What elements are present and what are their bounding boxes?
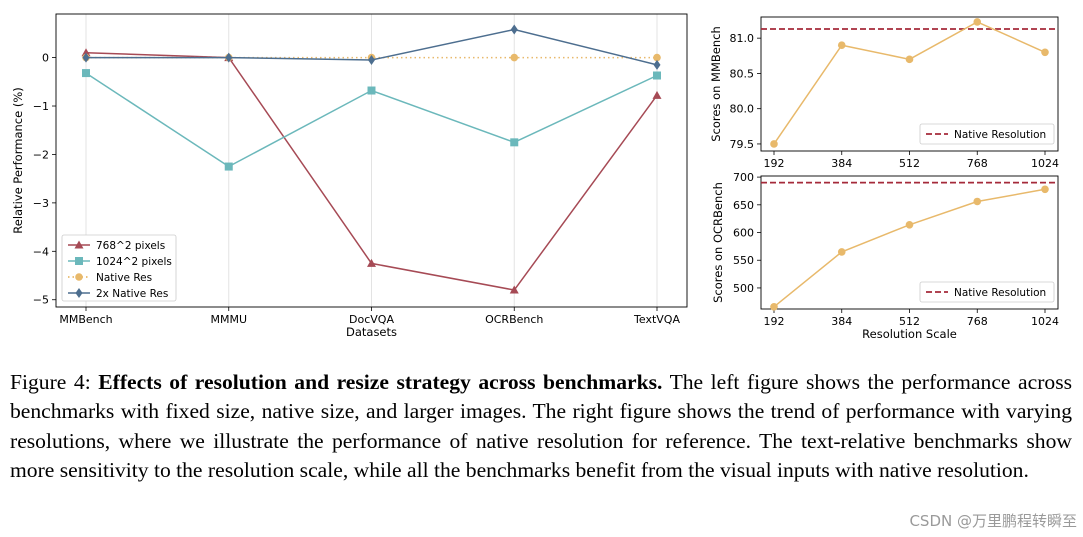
left-chart: MMBench MMMU DocVQA OCRBench TextVQA 0 −1 −2 −3 −…: [11, 13, 688, 339]
x-tick-label: 1024: [1031, 157, 1059, 170]
x-tick-label: 192: [764, 315, 785, 328]
data-point: [367, 258, 376, 267]
data-point: [510, 53, 519, 62]
x-tick-label: 512: [899, 315, 920, 328]
y-tick-label: 79.5: [730, 138, 755, 151]
legend-label: Native Resolution: [954, 129, 1046, 141]
y-tick-label: 81.0: [730, 32, 755, 45]
legend-box: [919, 123, 1055, 145]
y-axis-label: Relative Performance (%): [11, 87, 25, 233]
data-point: [367, 86, 376, 95]
data-point: [82, 69, 90, 78]
data-point: [81, 48, 91, 57]
legend-marker: [75, 288, 83, 298]
x-tick-label: MMMU: [210, 313, 247, 326]
x-axis-label: Datasets: [346, 325, 397, 339]
y-tick-label: 650: [733, 199, 754, 212]
x-tick-label: 768: [967, 315, 988, 328]
legend-entry: Native Resolution: [926, 129, 1046, 141]
data-point: [973, 197, 982, 206]
y-tick-label: 80.5: [730, 67, 755, 80]
x-tick-label: 192: [764, 157, 785, 170]
legend-marker: [74, 240, 84, 249]
x-tick-label: 384: [831, 157, 852, 170]
legend-label: 1024^2 pixels: [96, 256, 172, 268]
legend-label: 2x Native Res: [96, 288, 168, 300]
x-axis-label: Resolution Scale: [862, 327, 957, 341]
data-point: [82, 52, 90, 63]
legend-entry: Native Resolution: [926, 287, 1046, 299]
caption-label: Figure 4:: [10, 370, 91, 394]
x-tick-label: 512: [899, 157, 920, 170]
right-top-chart: 192 384 512 768 1024 79.5 80.0 80.5 81.0 Scores o…: [709, 16, 1059, 170]
legend-marker: [75, 273, 83, 281]
data-point: [653, 53, 661, 62]
y-tick-label: 600: [733, 227, 754, 240]
legend-marker: [75, 257, 83, 265]
x-tick-label: 1024: [1031, 315, 1059, 328]
data-point: [837, 41, 846, 50]
legend-box: [61, 234, 177, 302]
data-point: [225, 52, 233, 63]
data-point: [368, 55, 375, 66]
x-tick-label: TextVQA: [633, 313, 680, 326]
caption-body: The left figure shows the performance ac…: [10, 370, 1072, 483]
y-tick-label: −4: [33, 245, 49, 258]
y-tick-label: −3: [33, 197, 49, 210]
y-tick-label: 550: [733, 254, 754, 267]
x-tick-label: 768: [967, 157, 988, 170]
data-point: [905, 55, 914, 64]
data-point: [837, 248, 846, 256]
y-tick-label: −5: [33, 294, 49, 307]
legend-label: Native Resolution: [954, 287, 1046, 299]
x-tick-label: DocVQA: [349, 313, 394, 326]
legend-entry: 768^2 pixels: [68, 240, 165, 252]
data-point: [770, 140, 778, 148]
y-tick-label: −2: [33, 148, 49, 161]
y-tick-label: 80.0: [730, 103, 755, 116]
data-point: [510, 138, 519, 147]
x-tick-label: 384: [831, 315, 852, 328]
data-point: [770, 302, 778, 311]
y-tick-label: 0: [42, 52, 49, 65]
y-axis-label: Scores on OCRBench: [711, 182, 725, 303]
data-point: [509, 285, 519, 294]
y-tick-label: −1: [33, 100, 49, 113]
right-bottom-chart: 192 384 512 768 1024 500 550 600 650 700 Resolutio…: [711, 171, 1059, 341]
data-point: [1041, 185, 1049, 194]
data-point: [653, 59, 661, 70]
watermark: CSDN @万里鹏程转瞬至: [909, 512, 1077, 530]
data-point: [224, 162, 233, 171]
legend-entry: Native Res: [68, 272, 152, 284]
data-point: [973, 18, 982, 26]
y-axis-label: Scores on MMBench: [709, 26, 723, 142]
y-tick-label: 500: [733, 282, 754, 295]
figure: MMBench MMMU DocVQA OCRBench TextVQA 0 −1 −2 −3 −…: [11, 13, 1059, 341]
data-point: [652, 90, 662, 99]
figure-caption: Figure 4: Effects of resolution and resi…: [10, 368, 1072, 486]
data-point: [905, 220, 914, 229]
x-tick-label: OCRBench: [485, 313, 543, 326]
legend-entry: 1024^2 pixels: [68, 256, 172, 268]
data-point: [1041, 48, 1049, 57]
legend-label: 768^2 pixels: [96, 240, 165, 252]
legend-box: [919, 281, 1055, 303]
data-point: [653, 71, 661, 80]
x-tick-label: MMBench: [59, 313, 112, 326]
y-tick-label: 700: [733, 171, 754, 184]
caption-title: Effects of resolution and resize strateg…: [98, 370, 663, 394]
data-point: [510, 24, 518, 35]
legend-entry: 2x Native Res: [68, 288, 168, 300]
legend-label: Native Res: [96, 272, 152, 284]
